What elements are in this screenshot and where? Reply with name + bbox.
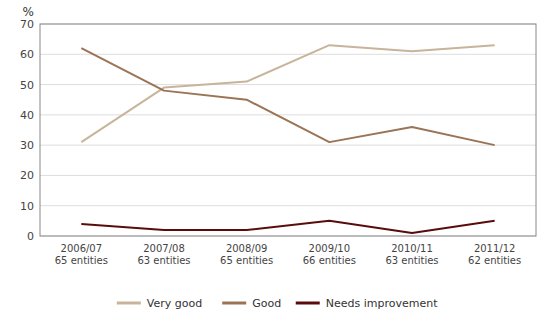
x-tick-label-line: 66 entities xyxy=(303,255,356,266)
x-tick-label: 2011/1262 entities xyxy=(468,243,521,266)
y-tick-label: 20 xyxy=(20,169,34,182)
series-line xyxy=(81,48,494,145)
x-tick-label-line: 2010/11 xyxy=(391,243,433,254)
y-tick-label: 70 xyxy=(20,18,34,31)
x-tick-label-line: 62 entities xyxy=(468,255,521,266)
y-tick-label: 10 xyxy=(20,200,34,213)
y-tick-label: 40 xyxy=(20,109,34,122)
x-tick-label-line: 63 entities xyxy=(137,255,190,266)
grid-line xyxy=(40,205,536,206)
x-tick-label-line: 65 entities xyxy=(220,255,273,266)
grid-line xyxy=(40,175,536,176)
y-tick-label: 30 xyxy=(20,139,34,152)
y-axis-label: % xyxy=(23,5,34,19)
grid-line xyxy=(40,54,536,55)
x-tick-label-line: 2007/08 xyxy=(143,243,185,254)
grid-line xyxy=(40,84,536,85)
x-tick-label-line: 2011/12 xyxy=(474,243,516,254)
x-tick-label-line: 2006/07 xyxy=(61,243,103,254)
series-line xyxy=(81,45,494,142)
y-tick-label: 0 xyxy=(27,230,34,243)
y-tick-label: 60 xyxy=(20,48,34,61)
grid-line xyxy=(40,145,536,146)
x-tick-label-line: 2009/10 xyxy=(309,243,351,254)
plot-frame xyxy=(40,24,536,236)
x-tick-label-line: 2008/09 xyxy=(226,243,268,254)
x-tick-label: 2007/0863 entities xyxy=(137,243,190,266)
legend-label: Very good xyxy=(147,297,202,310)
x-tick-label: 2010/1163 entities xyxy=(385,243,438,266)
x-tick-label-line: 65 entities xyxy=(55,255,108,266)
grid-line xyxy=(40,114,536,115)
y-tick-label: 50 xyxy=(20,79,34,92)
legend-swatch xyxy=(296,302,320,305)
x-tick-label-line: 63 entities xyxy=(385,255,438,266)
x-tick-label: 2008/0965 entities xyxy=(220,243,273,266)
legend-swatch xyxy=(117,302,141,305)
legend-label: Needs improvement xyxy=(326,297,438,310)
series-line xyxy=(81,221,494,233)
legend-swatch xyxy=(222,302,246,305)
legend: Very good Good Needs improvement xyxy=(117,297,438,310)
x-tick-label: 2006/0765 entities xyxy=(55,243,108,266)
chart: 010203040506070%2006/0765 entities2007/0… xyxy=(0,0,551,319)
series-group xyxy=(81,45,494,233)
legend-label: Good xyxy=(252,297,281,310)
x-tick-label: 2009/1066 entities xyxy=(303,243,356,266)
